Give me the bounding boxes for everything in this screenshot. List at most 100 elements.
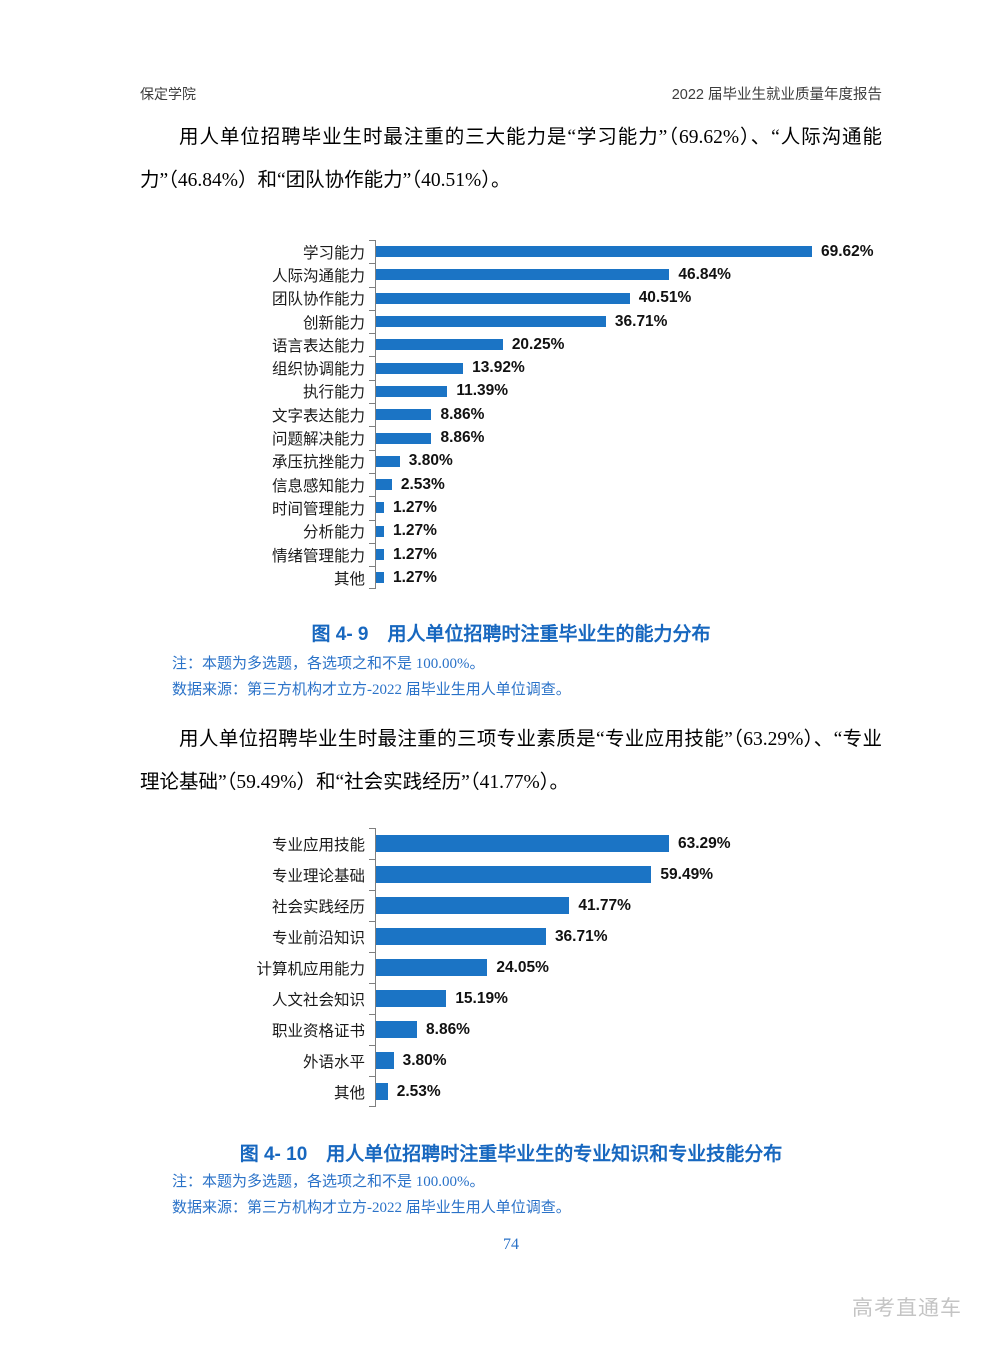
figure-source-4-10: 数据来源：第三方机构才立方-2022 届毕业生用人单位调查。: [172, 1200, 571, 1216]
bar: [376, 339, 503, 351]
bar: [376, 269, 670, 281]
value-label: 2.53%: [396, 1082, 441, 1100]
value-label: 1.27%: [392, 522, 437, 540]
chart-row: 人文社会知识 15.19%: [140, 983, 731, 1014]
page-number: 74: [503, 1236, 519, 1253]
value-label: 3.80%: [402, 1051, 447, 1069]
category-label: 专业前沿知识: [271, 929, 365, 947]
bar: [376, 990, 447, 1007]
chart-row: 人际沟通能力 46.84%: [140, 263, 874, 286]
bar: [376, 246, 812, 258]
bar: [376, 549, 384, 560]
bar-area: 1.27%: [375, 496, 437, 519]
chart-row: 专业前沿知识 36.71%: [140, 921, 731, 952]
category-label: 团队协作能力: [271, 291, 365, 309]
bar: [376, 959, 488, 976]
bar-area: 1.27%: [375, 566, 437, 589]
value-label: 1.27%: [392, 545, 437, 563]
chart-row: 问题解决能力 8.86%: [140, 426, 874, 449]
category-label: 专业理论基础: [271, 867, 365, 885]
bar: [376, 572, 384, 584]
bar: [376, 502, 384, 514]
bar-area: 2.53%: [375, 473, 445, 496]
bar: [376, 1052, 394, 1069]
category-label: 组织协调能力: [271, 361, 365, 379]
ability-bar-chart: 学习能力 69.62% 人际沟通能力 46.84% 团队协作能力 40.51% 创新能力 36…: [140, 240, 874, 590]
bar: [376, 897, 570, 914]
bar-area: 40.51%: [375, 287, 691, 310]
value-label: 40.51%: [638, 289, 692, 307]
figure-note-4-9: 注：本题为多选题，各选项之和不是 100.00%。: [172, 656, 485, 672]
bar: [376, 1021, 418, 1038]
figure-source-4-9: 数据来源：第三方机构才立方-2022 届毕业生用人单位调查。: [172, 682, 571, 698]
bar-area: 69.62%: [375, 240, 874, 263]
header-school-name: 保定学院: [140, 86, 196, 102]
value-label: 11.39%: [456, 382, 509, 400]
category-label: 人文社会知识: [271, 991, 365, 1009]
bar-area: 59.49%: [375, 859, 713, 890]
chart-row: 承压抗挫能力 3.80%: [140, 449, 874, 473]
bar-area: 1.27%: [375, 543, 437, 566]
chart-row: 专业理论基础 59.49%: [140, 859, 731, 890]
chart-row: 语言表达能力 20.25%: [140, 333, 874, 356]
value-label: 8.86%: [440, 429, 485, 447]
bar-area: 46.84%: [375, 263, 731, 286]
bar-area: 2.53%: [375, 1076, 441, 1107]
chart-row: 其他 2.53%: [140, 1076, 731, 1107]
figure-caption-4-9: 图 4- 9 用人单位招聘时注重毕业生的能力分布: [311, 624, 711, 645]
paragraph-professional-qualities: 用人单位招聘毕业生时最注重的三项专业素质是“专业应用技能”（63.29%）、“专…: [140, 729, 882, 793]
bar: [376, 835, 669, 852]
value-label: 8.86%: [426, 1020, 470, 1038]
category-label: 时间管理能力: [271, 500, 365, 518]
chart-row: 团队协作能力 40.51%: [140, 286, 874, 310]
watermark-text: 高考直通车: [852, 1297, 962, 1320]
chart-row: 信息感知能力 2.53%: [140, 472, 874, 496]
chart-row: 外语水平 3.80%: [140, 1045, 731, 1076]
header-report-title: 2022 届毕业生就业质量年度报告: [671, 87, 882, 103]
category-label: 文字表达能力: [271, 407, 365, 425]
category-label: 信息感知能力: [271, 477, 365, 495]
category-label: 专业应用技能: [271, 836, 365, 854]
value-label: 13.92%: [472, 359, 525, 377]
category-label: 其他: [333, 570, 365, 588]
bar-area: 36.71%: [375, 310, 667, 333]
bar-area: 24.05%: [375, 952, 549, 983]
value-label: 15.19%: [455, 989, 508, 1007]
bar: [376, 1083, 388, 1100]
chart-row: 文字表达能力 8.86%: [140, 403, 874, 426]
bar-area: 8.86%: [375, 403, 484, 426]
bar-area: 8.86%: [375, 1014, 470, 1045]
chart-row: 分析能力 1.27%: [140, 519, 874, 543]
category-label: 其他: [333, 1084, 365, 1102]
chart-row: 创新能力 36.71%: [140, 309, 874, 333]
chart-row: 专业应用技能 63.29%: [140, 828, 731, 859]
bar-area: 15.19%: [375, 983, 508, 1014]
bar: [376, 432, 432, 444]
category-label: 语言表达能力: [271, 337, 365, 355]
bar-area: 41.77%: [375, 890, 631, 921]
value-label: 36.71%: [554, 927, 608, 945]
value-label: 41.77%: [578, 896, 631, 914]
chart-row: 情绪管理能力 1.27%: [140, 542, 874, 566]
category-label: 社会实践经历: [271, 898, 365, 916]
chart-row: 职业资格证书 8.86%: [140, 1014, 731, 1045]
paragraph-abilities: 用人单位招聘毕业生时最注重的三大能力是“学习能力”（69.62%）、“人际沟通能…: [140, 127, 882, 191]
bar: [376, 455, 400, 467]
category-label: 计算机应用能力: [256, 960, 365, 978]
bar: [376, 409, 432, 421]
category-label: 人际沟通能力: [271, 267, 365, 285]
chart-row: 计算机应用能力 24.05%: [140, 952, 731, 983]
bar-area: 3.80%: [375, 450, 453, 473]
bar-area: 11.39%: [375, 380, 508, 403]
bar: [376, 362, 464, 374]
value-label: 1.27%: [392, 568, 437, 586]
chart-row: 执行能力 11.39%: [140, 379, 874, 403]
chart-row: 组织协调能力 13.92%: [140, 356, 874, 379]
bar-area: 13.92%: [375, 356, 525, 379]
chart-row: 学习能力 69.62%: [140, 240, 874, 263]
value-label: 59.49%: [660, 865, 713, 883]
bar: [376, 479, 392, 491]
value-label: 69.62%: [821, 242, 874, 260]
category-label: 职业资格证书: [271, 1022, 365, 1040]
bar: [376, 316, 606, 328]
